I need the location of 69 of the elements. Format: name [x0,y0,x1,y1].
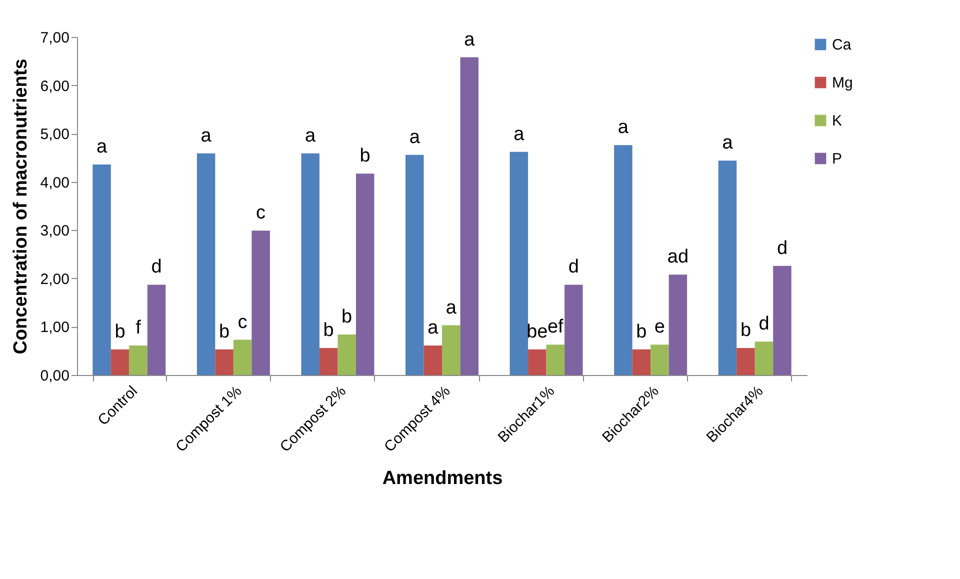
data-label: b [342,306,352,328]
data-label: a [514,124,525,145]
bar [632,349,651,375]
legend-label: Ca [832,36,852,54]
bar [233,340,252,375]
bar [442,325,460,375]
data-label: a [409,126,420,148]
y-tick-label: 4,00 [40,174,70,192]
data-label: b [360,146,370,167]
bar [528,349,546,375]
data-label: ad [667,246,689,268]
y-tick-label: 3,00 [40,222,70,240]
legend-label: K [832,112,842,130]
data-label: b [114,321,126,342]
bar [406,154,424,375]
data-label: a [428,318,439,339]
bar [546,344,565,375]
bar [460,57,478,375]
data-label: ef [547,316,564,338]
bar [319,348,338,375]
bar [147,284,166,375]
data-label: d [776,238,788,259]
y-tick-label: 1,00 [40,319,70,336]
bar [215,349,234,375]
data-label: b [636,321,647,342]
bar [510,152,528,375]
bar [773,266,792,375]
x-axis-title: Amendments [382,468,503,489]
bar [196,153,216,375]
y-axis-title: Concentration of macronutrients [10,58,32,354]
legend-label: P [832,150,842,168]
data-label: d [151,256,162,278]
data-label: b [323,320,334,341]
data-label: b [219,321,230,342]
bar [424,346,442,375]
y-tick-label: 2,00 [40,270,70,288]
data-label: a [96,136,108,158]
bar [252,230,270,375]
bar [668,274,688,375]
data-label: a [446,297,457,318]
data-label: d [758,314,770,335]
bar [754,342,774,375]
bar [338,334,356,375]
bar [564,284,583,375]
bar [650,344,669,375]
data-label: f [136,318,142,339]
y-tick-label: 5,00 [40,126,70,144]
data-label: a [200,125,212,146]
bar [129,346,148,375]
bar [110,349,130,375]
bar [356,174,374,375]
data-label: b [740,320,752,341]
data-label: a [618,117,629,138]
data-label: c [256,202,266,224]
y-tick-label: 0,00 [40,368,70,384]
y-tick-label: 6,00 [40,78,70,95]
legend-label: Mg [832,74,853,92]
data-label: a [464,29,476,50]
data-label: a [722,132,734,154]
data-label: e [654,316,665,338]
bar [92,164,111,375]
y-tick-label: 7,00 [40,30,70,46]
bar [614,145,632,375]
bar [301,153,320,375]
data-label: a [305,125,316,146]
data-label: c [238,312,248,333]
bar [736,348,755,375]
data-label: d [568,256,579,278]
bar [718,160,737,375]
